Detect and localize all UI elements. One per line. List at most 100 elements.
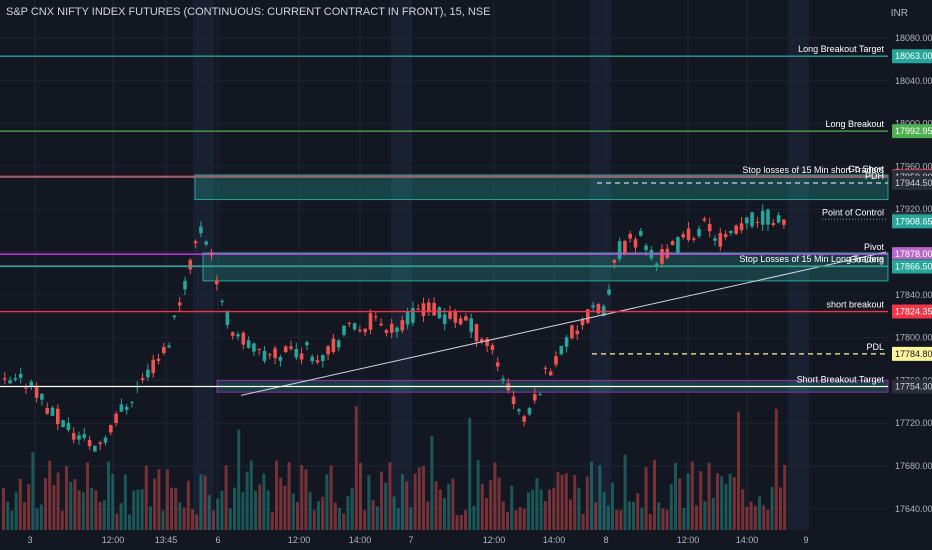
candle xyxy=(268,354,272,356)
trend-line[interactable] xyxy=(240,251,887,396)
candle xyxy=(564,337,569,347)
volume-bar xyxy=(60,510,64,530)
price-badge-label: 18063.00 xyxy=(895,51,932,61)
time-axis[interactable] xyxy=(0,530,888,550)
price-axis[interactable] xyxy=(889,0,932,550)
volume-bar xyxy=(493,462,497,530)
candle xyxy=(617,241,622,259)
volume-bar xyxy=(724,484,728,530)
volume-bar xyxy=(674,462,677,530)
candle xyxy=(336,340,341,348)
candle xyxy=(29,381,34,387)
volume-bar xyxy=(451,478,455,530)
currency-label: INR xyxy=(890,8,908,19)
volume-bar xyxy=(648,514,652,530)
candle xyxy=(718,233,723,247)
candle xyxy=(591,305,595,308)
volume-bar xyxy=(606,505,610,530)
candle xyxy=(124,406,129,410)
price-badge xyxy=(892,247,932,262)
candle xyxy=(321,355,325,362)
candle xyxy=(734,225,738,234)
volume-bar xyxy=(564,473,568,530)
candle xyxy=(151,359,155,374)
candle xyxy=(707,223,712,232)
candle xyxy=(34,385,39,398)
candle xyxy=(384,330,389,333)
last-price-label: 17908.65 xyxy=(895,216,932,226)
level-label: Go Short xyxy=(848,164,885,174)
volume-bar xyxy=(216,498,220,530)
candle xyxy=(172,315,177,318)
volume-bar xyxy=(207,495,211,530)
volume-bar xyxy=(522,508,526,530)
candle xyxy=(554,356,558,365)
time-tick-label: 7 xyxy=(408,535,413,545)
time-tick-label: 12:00 xyxy=(677,535,700,545)
time-tick-label: 13:45 xyxy=(155,535,178,545)
candle xyxy=(230,332,235,336)
candle xyxy=(480,338,484,342)
candle xyxy=(45,408,49,414)
volume-bar xyxy=(497,477,501,530)
volume-bar xyxy=(182,507,186,530)
candle xyxy=(771,223,776,225)
volume-bar xyxy=(279,477,283,530)
candle xyxy=(628,233,632,239)
volume-bar xyxy=(23,502,26,530)
price-tick-label: 17800.00 xyxy=(895,333,932,343)
last-price-badge xyxy=(892,214,932,229)
time-tick-label: 6 xyxy=(215,535,220,545)
volume-bar xyxy=(275,460,278,530)
session-band xyxy=(788,0,809,530)
volume-bar xyxy=(35,508,39,530)
volume-bar xyxy=(543,500,547,530)
candle xyxy=(501,378,505,381)
volume-bar xyxy=(384,482,388,530)
volume-bar xyxy=(266,490,270,530)
candle xyxy=(527,408,532,415)
candle xyxy=(670,241,675,245)
candle xyxy=(395,327,399,332)
volume-bar xyxy=(56,472,60,530)
volume-bar xyxy=(245,471,249,530)
candle xyxy=(750,212,754,227)
candle xyxy=(18,373,23,378)
candle xyxy=(315,360,320,363)
candle xyxy=(686,228,691,240)
volume-bar xyxy=(535,478,539,530)
candle xyxy=(596,303,601,314)
volume-bar xyxy=(27,484,31,530)
candle xyxy=(580,319,585,326)
volume-bar xyxy=(459,514,463,530)
session-band xyxy=(391,0,412,530)
time-tick-label: 8 xyxy=(603,535,608,545)
candle xyxy=(374,316,378,318)
symbol-title: S&P CNX NIFTY INDEX FUTURES (CONTINUOUS:… xyxy=(6,6,491,18)
candle xyxy=(77,435,81,440)
volume-bar xyxy=(590,461,593,530)
candle xyxy=(548,371,553,376)
volume-bar xyxy=(14,492,18,530)
candle xyxy=(215,280,219,285)
candle xyxy=(755,221,760,223)
volume-bar xyxy=(73,479,77,530)
volume-bar xyxy=(94,490,98,530)
volume-bar xyxy=(254,490,257,530)
volume-bar xyxy=(2,488,5,530)
volume-bar xyxy=(224,465,228,530)
volume-bar xyxy=(233,487,236,530)
price-badge-label: 17784.80 xyxy=(895,349,932,359)
volume-bar xyxy=(623,454,627,530)
candle xyxy=(474,324,479,342)
candle xyxy=(416,308,420,310)
volume-bar xyxy=(577,487,581,530)
volume-bar xyxy=(111,473,115,530)
volume-bar xyxy=(44,478,47,530)
volume-bar xyxy=(653,460,656,530)
volume-bar xyxy=(753,505,757,530)
candle xyxy=(156,358,161,361)
time-tick-label: 9 xyxy=(803,535,808,545)
